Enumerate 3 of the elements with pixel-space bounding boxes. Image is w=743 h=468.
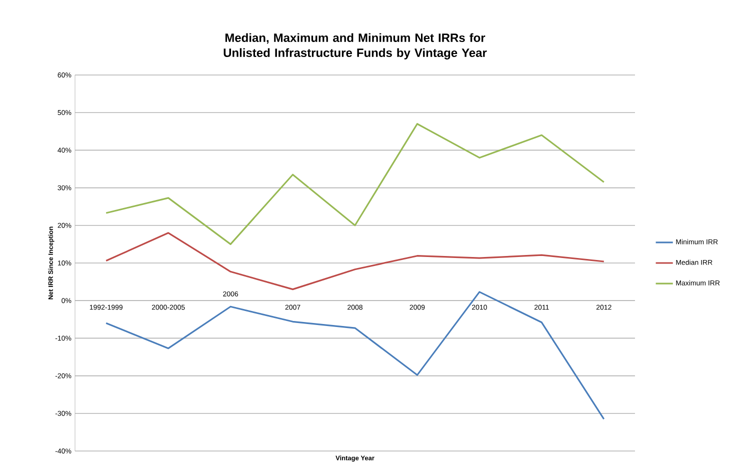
line-series — [105, 123, 605, 245]
line-series — [105, 232, 605, 290]
chart-title: Median, Maximum and Minimum Net IRRs for Unlisted Infrastructure Funds by Vintage Year — [224, 33, 487, 60]
